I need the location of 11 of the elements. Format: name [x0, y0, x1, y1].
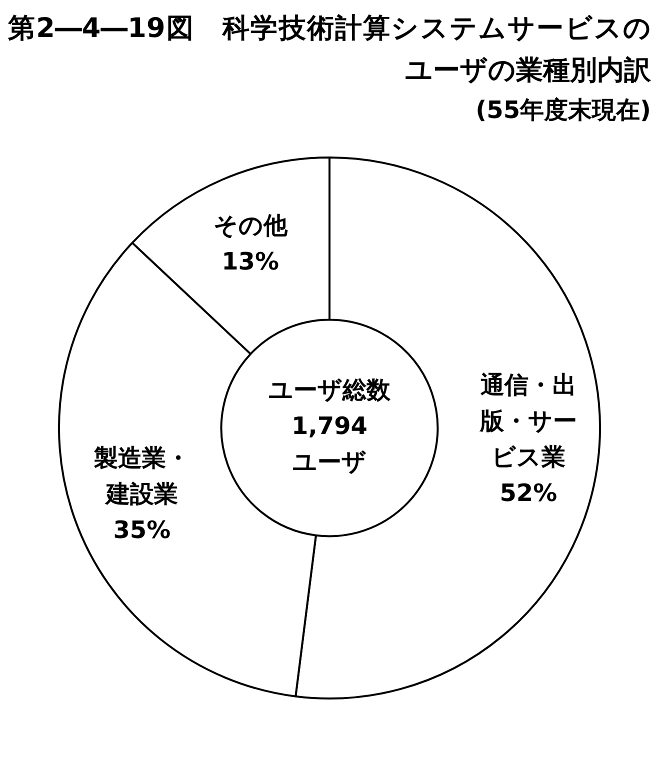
slice-label: その他: [213, 211, 288, 240]
text: ユーザ: [292, 448, 366, 476]
chart-subtitle: (55年度末現在): [474, 95, 651, 126]
data-label: 13%: [222, 247, 280, 276]
text: 1,794: [292, 412, 368, 440]
data-label: 52%: [500, 478, 558, 507]
slice-label: 製造業・建設業: [92, 444, 190, 508]
text: ユーザ総数: [268, 376, 392, 404]
slice-label: 通信・出版・サービス業: [478, 370, 577, 471]
chart-title: 第2―4―19図 科学技術計算システムサービスのユーザの業種別内訳: [8, 12, 651, 88]
data-label: 35%: [113, 516, 171, 544]
